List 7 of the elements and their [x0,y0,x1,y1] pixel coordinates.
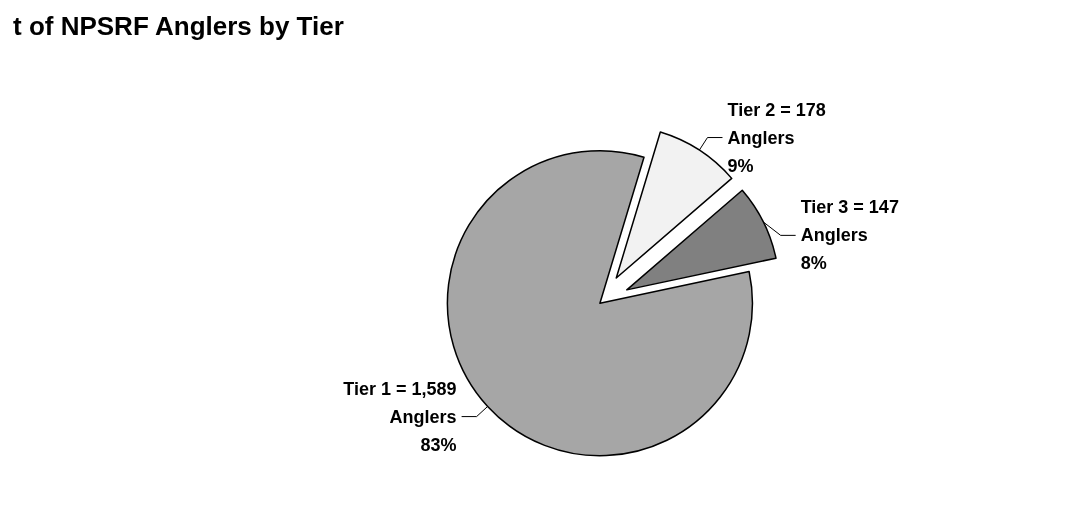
chart-title: t of NPSRF Anglers by Tier [13,11,344,41]
data-label: 8% [800,253,827,274]
slice-label: Tier 2 = 178 Anglers [727,99,826,148]
data-label: 9% [727,155,754,176]
legend-label: Tier 3 = 147 Anglers [800,197,899,246]
slice-label: Tier 1 = 1,589 Anglers [343,378,457,427]
data-label: 83% [420,434,457,455]
